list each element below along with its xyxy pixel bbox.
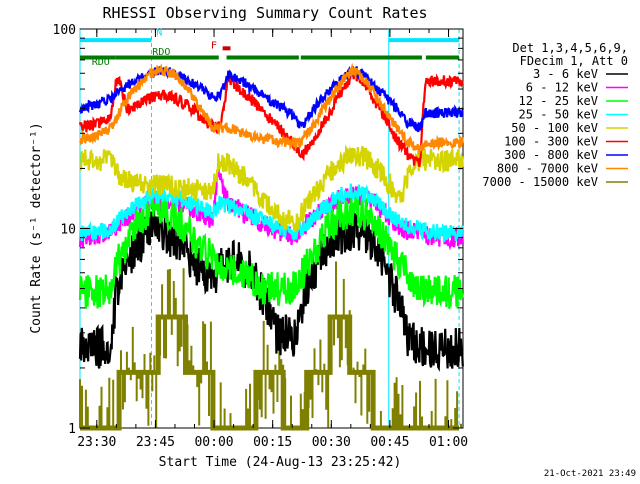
- legend-header-0: Det 1,3,4,5,6,9,: [512, 41, 628, 55]
- chart-title: RHESSI Observing Summary Count Rates: [102, 4, 427, 22]
- axis-layer: 23:30 23:45 00:00 00:15 00:30 00:45 01:00 1 10 10…: [53, 23, 469, 450]
- flag-label-rdo-3: RDO: [92, 57, 110, 68]
- legend-header-1: FDecim 1, Att 0: [520, 54, 628, 68]
- legend-label-25-50-kev: 25 - 50 keV: [519, 108, 598, 122]
- x-tick-label-00-30: 00:30: [312, 435, 351, 450]
- x-tick-label-00-45: 00:45: [370, 435, 409, 450]
- y-axis-label: Count Rate (s⁻¹ detector⁻¹): [29, 122, 44, 333]
- series-line-50-100-kev: [79, 144, 464, 233]
- x-tick-label-00-15: 00:15: [253, 435, 292, 450]
- x-tick-label-01-00: 01:00: [429, 435, 468, 450]
- x-tick-label-23-30: 23:30: [77, 435, 116, 450]
- flag-label-rdo-2: RDO: [152, 47, 170, 58]
- legend-label-3-6-kev: 3 - 6 keV: [533, 67, 598, 81]
- legend-label-800-7000-kev: 800 - 7000 keV: [497, 162, 598, 176]
- y-tick-label-100: 100: [53, 23, 76, 38]
- series-line-100-300-kev: [78, 67, 464, 168]
- flag-label-f-1: F: [211, 40, 217, 51]
- y-tick-label-1: 1: [68, 422, 76, 437]
- legend-label-50-100-kev: 50 - 100 keV: [511, 121, 598, 135]
- x-axis-label: Start Time (24-Aug-13 23:25:42): [159, 455, 402, 470]
- y-tick-label-10: 10: [60, 223, 76, 238]
- flag-label-n-0: N: [156, 27, 162, 38]
- footer-timestamp: 21-Oct-2021 23:49: [544, 469, 636, 479]
- series-line-800-7000-kev: [79, 62, 464, 154]
- legend-label-7000-15000-kev: 7000 - 15000 keV: [482, 175, 598, 189]
- legend: Det 1,3,4,5,6,9,FDecim 1, Att 03 - 6 keV…: [482, 41, 628, 189]
- legend-label-6-12-kev: 6 - 12 keV: [526, 81, 598, 95]
- legend-label-100-300-kev: 100 - 300 keV: [504, 135, 598, 149]
- legend-label-12-25-kev: 12 - 25 keV: [519, 94, 598, 108]
- x-tick-label-23-45: 23:45: [136, 435, 175, 450]
- series-noise-7000-15000-kev: [79, 261, 462, 428]
- series-line-25-50-kev: [78, 183, 464, 244]
- series-line-12-25-kev: [78, 190, 464, 309]
- legend-label-300-800-kev: 300 - 800 keV: [504, 148, 598, 162]
- x-tick-label-00-00: 00:00: [194, 435, 233, 450]
- plot-layer: N F RDO RDO: [78, 27, 464, 431]
